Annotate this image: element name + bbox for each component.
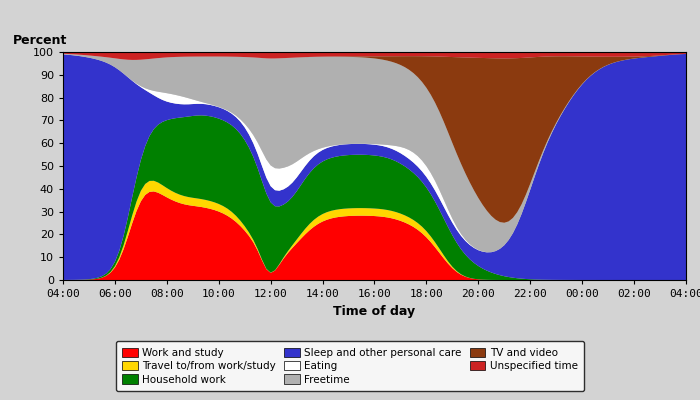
Text: Percent: Percent (13, 34, 67, 47)
X-axis label: Time of day: Time of day (333, 304, 416, 318)
Legend: Work and study, Travel to/from work/study, Household work, Sleep and other perso: Work and study, Travel to/from work/stud… (116, 341, 584, 391)
